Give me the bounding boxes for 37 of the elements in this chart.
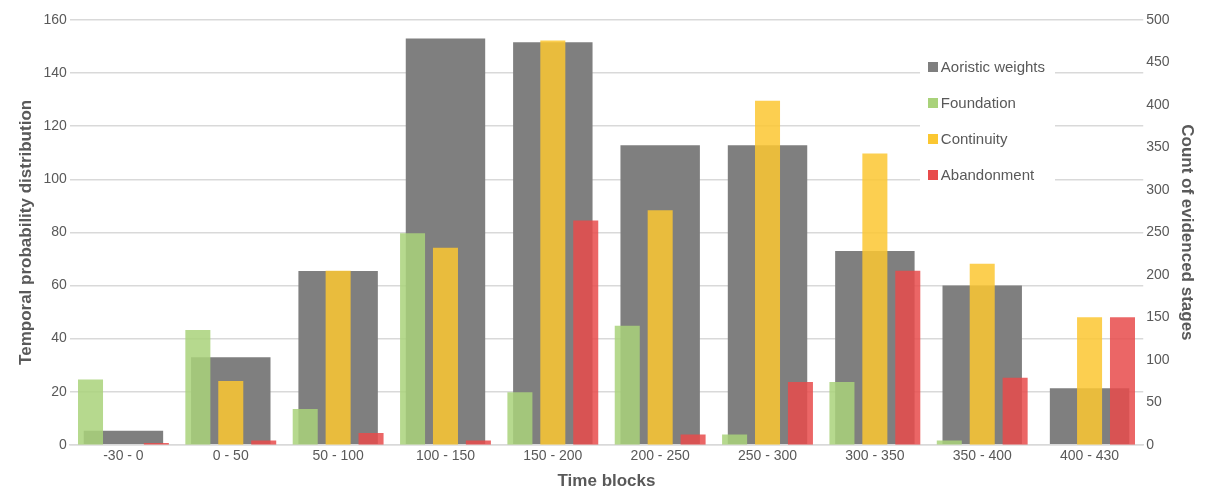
y2-tick-label: 250: [1146, 223, 1170, 240]
x-tick-label: -30 - 0: [103, 447, 144, 464]
y-tick-label: 40: [51, 329, 67, 346]
x-tick-label: 300 - 350: [845, 447, 905, 464]
legend-label: Continuity: [940, 130, 1008, 147]
y2-axis-title: Count of evidenced stages: [1178, 124, 1198, 341]
y-tick-label: 120: [43, 117, 67, 134]
y-tick-label: 140: [43, 63, 67, 80]
x-axis-title: Time blocks: [557, 471, 656, 491]
x-tick-label: 400 - 430: [1059, 447, 1120, 464]
y2-tick-label: 100: [1146, 350, 1170, 367]
y2-tick-label: 200: [1146, 265, 1170, 282]
y-tick-label: 60: [51, 276, 67, 293]
y2-tick-label: 350: [1146, 138, 1170, 155]
y2-tick-label: 500: [1146, 10, 1170, 27]
x-tick-label: 50 - 100: [312, 447, 365, 464]
legend-label: Aoristic weights: [940, 58, 1045, 75]
x-tick-label: 100 - 150: [415, 447, 476, 464]
legend-label: Abandonment: [940, 166, 1035, 183]
y2-tick-label: 0: [1146, 435, 1155, 452]
x-tick-label: 150 - 200: [523, 447, 583, 464]
y-axis-title: Temporal probability distribution: [15, 99, 35, 365]
y2-tick-label: 50: [1146, 393, 1163, 410]
y-tick-label: 100: [43, 170, 67, 187]
y-tick-label: 80: [51, 223, 67, 240]
legend-label: Foundation: [940, 94, 1016, 111]
x-tick-label: 200 - 250: [630, 447, 690, 464]
y-tick-label: 0: [58, 435, 67, 452]
x-tick-label: 250 - 300: [737, 447, 798, 464]
y-tick-label: 20: [51, 382, 67, 399]
y2-tick-label: 300: [1146, 180, 1170, 197]
y2-tick-label: 150: [1146, 308, 1170, 325]
y-tick-label: 160: [43, 10, 67, 27]
x-tick-label: 350 - 400: [952, 447, 1013, 464]
y2-tick-label: 450: [1146, 53, 1170, 70]
x-tick-label: 0 - 50: [212, 447, 249, 464]
y2-tick-label: 400: [1146, 95, 1170, 112]
